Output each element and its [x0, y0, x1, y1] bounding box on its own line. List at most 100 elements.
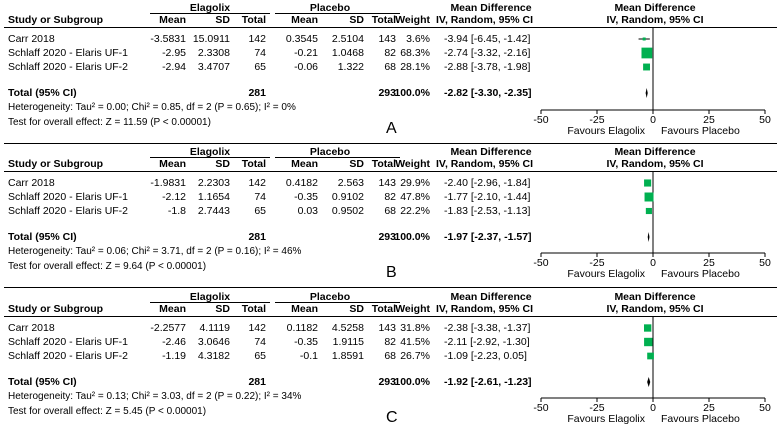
elagolix-total: 74 [254, 191, 266, 203]
study-name: Carr 2018 [8, 177, 55, 189]
panel-label: A [386, 120, 397, 137]
placebo-mean: 0.1182 [286, 322, 318, 334]
elagolix-sd: 4.3182 [197, 350, 230, 362]
placebo-mean: -0.1 [299, 350, 318, 362]
study-ci: -1.09 [-2.23, 0.05] [444, 350, 527, 362]
total-label: Total (95% CI) [8, 231, 77, 243]
panel-label: C [386, 409, 398, 426]
elagolix-sd: 15.0911 [192, 33, 230, 45]
elagolix-sd: 2.7443 [197, 205, 230, 217]
x-tick-label: 50 [759, 257, 771, 269]
header-total-2: Total [371, 158, 396, 170]
elagolix-total: 74 [254, 336, 266, 348]
header-sd-1: SD [215, 303, 230, 315]
forest-panel-a: Elagolix Placebo Mean Difference Mean Diffe… [0, 0, 781, 144]
study-effect-marker [643, 63, 650, 71]
header-mean-difference-right: Mean Difference [614, 2, 696, 14]
heterogeneity-text: Heterogeneity: Tau² = 0.06; Chi² = 3.71,… [8, 246, 302, 257]
study-ci: -1.77 [-2.10, -1.44] [444, 191, 531, 203]
study-name: Carr 2018 [8, 322, 55, 334]
study-effect-marker [641, 47, 653, 59]
placebo-mean: -0.35 [294, 191, 318, 203]
placebo-total: 143 [378, 322, 396, 334]
header-weight: Weight [395, 158, 430, 170]
elagolix-mean: -2.95 [162, 47, 186, 59]
heterogeneity-text: Heterogeneity: Tau² = 0.13; Chi² = 3.03,… [8, 391, 302, 402]
placebo-total: 143 [378, 177, 396, 189]
placebo-sd: 1.322 [337, 61, 364, 73]
elagolix-sd: 2.3308 [197, 47, 230, 59]
study-effect-marker [644, 324, 652, 332]
header-total-2: Total [371, 303, 396, 315]
total-placebo-n: 293 [378, 231, 396, 243]
total-placebo-n: 293 [378, 376, 396, 388]
study-effect-marker [647, 352, 654, 360]
total-elagolix-n: 281 [248, 376, 266, 388]
header-bottom-rule [4, 316, 777, 317]
favours-left-label: Favours Elagolix [567, 125, 645, 137]
elagolix-total: 142 [248, 322, 266, 334]
placebo-sd: 0.9502 [331, 205, 364, 217]
elagolix-mean: -1.19 [162, 350, 186, 362]
x-tick-label: -25 [589, 114, 604, 126]
study-weight: 22.2% [400, 205, 430, 217]
study-name: Schlaff 2020 - Elaris UF-1 [8, 191, 129, 203]
study-weight: 26.7% [400, 350, 430, 362]
header-bottom-rule [4, 27, 777, 28]
header-method-right: IV, Random, 95% CI [606, 158, 704, 170]
x-tick-label: 0 [650, 402, 656, 414]
header-rule-placebo [275, 13, 400, 14]
header-method-right: IV, Random, 95% CI [606, 303, 704, 315]
study-effect-marker [645, 207, 652, 215]
x-tick-label: -25 [589, 402, 604, 414]
header-group-placebo: Placebo [309, 291, 351, 303]
heterogeneity-text: Heterogeneity: Tau² = 0.00; Chi² = 0.85,… [8, 102, 296, 113]
panel-label: B [386, 264, 397, 281]
study-weight: 68.3% [400, 47, 430, 59]
header-weight: Weight [395, 14, 430, 26]
overall-effect-text: Test for overall effect: Z = 11.59 (P < … [8, 117, 211, 128]
elagolix-total: 65 [254, 205, 266, 217]
header-total-2: Total [371, 14, 396, 26]
placebo-mean: 0.03 [297, 205, 318, 217]
favours-right-label: Favours Placebo [661, 125, 740, 137]
elagolix-sd: 1.1654 [197, 191, 230, 203]
overall-effect-text: Test for overall effect: Z = 9.64 (P < 0… [8, 261, 207, 272]
placebo-sd: 2.5104 [331, 33, 364, 45]
elagolix-sd: 3.4707 [197, 61, 230, 73]
elagolix-sd: 2.2303 [197, 177, 230, 189]
study-ci: -3.94 [-6.45, -1.42] [444, 33, 531, 45]
elagolix-total: 65 [254, 61, 266, 73]
placebo-sd: 1.9115 [332, 336, 364, 348]
study-effect-marker [644, 192, 654, 202]
study-weight: 28.1% [400, 61, 430, 73]
study-effect-marker [644, 337, 653, 347]
placebo-total: 82 [384, 47, 396, 59]
total-weight: 100.0% [394, 87, 430, 99]
favours-left-label: Favours Elagolix [567, 413, 645, 425]
header-group-elagolix: Elagolix [189, 291, 231, 303]
placebo-total: 68 [384, 205, 396, 217]
header-sd-2: SD [349, 158, 364, 170]
total-placebo-n: 293 [378, 87, 396, 99]
elagolix-sd: 4.1119 [199, 322, 230, 334]
forest-plot-b: -50 -25 0 25 50 Favours Elagolix Favours Place… [533, 172, 771, 280]
header-mean-2: Mean [291, 14, 318, 26]
header-mean-difference-right: Mean Difference [614, 146, 696, 158]
total-weight: 100.0% [394, 376, 430, 388]
elagolix-mean: -2.94 [162, 61, 186, 73]
placebo-sd: 4.5258 [331, 322, 364, 334]
x-tick-label: -50 [533, 114, 548, 126]
x-tick-label: 25 [703, 114, 715, 126]
study-name: Carr 2018 [8, 33, 55, 45]
elagolix-mean: -1.8 [167, 205, 186, 217]
study-ci: -2.38 [-3.38, -1.37] [444, 322, 531, 334]
header-rule-placebo [275, 302, 400, 303]
x-tick-label: 50 [759, 402, 771, 414]
study-ci: -2.11 [-2.92, -1.30] [444, 336, 530, 348]
study-weight: 31.8% [400, 322, 430, 334]
total-ci: -2.82 [-3.30, -2.35] [444, 87, 532, 99]
elagolix-mean: -1.9831 [150, 177, 186, 189]
placebo-total: 143 [378, 33, 396, 45]
x-tick-label: 50 [759, 114, 771, 126]
